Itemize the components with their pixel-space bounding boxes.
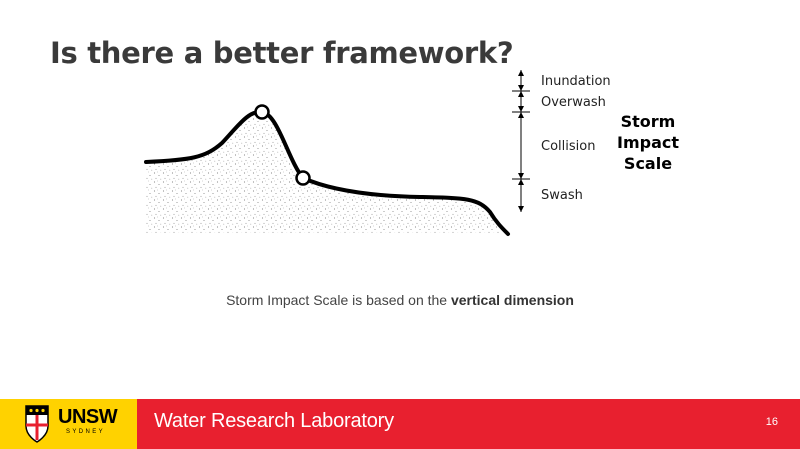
level-label-overwash: Overwash: [541, 95, 606, 110]
dune-crest-marker: [254, 104, 270, 120]
scale-title-line-3: Scale: [624, 154, 672, 173]
unsw-wordmark: UNSW: [58, 406, 118, 428]
caption-emphasis: vertical dimension: [450, 292, 574, 308]
beach-sand-fill: [146, 111, 500, 233]
scale-arrowheads: [518, 70, 524, 212]
unsw-subtext: SYDNEY: [66, 429, 106, 435]
lab-name: Water Research Laboratory: [154, 410, 394, 432]
dune-toe-marker: [295, 170, 311, 186]
level-label-inundation: Inundation: [541, 74, 611, 89]
slide-title: Is there a better framework?: [50, 36, 514, 70]
level-label-swash: Swash: [541, 188, 583, 203]
caption-text: Storm Impact Scale is based on the: [226, 292, 451, 308]
scale-title-line-1: Storm: [621, 112, 676, 131]
unsw-logo: UNSW SYDNEY: [0, 399, 137, 449]
level-label-collision: Collision: [541, 139, 595, 154]
scale-title-line-2: Impact: [617, 133, 679, 152]
page-number: 16: [765, 416, 778, 428]
unsw-crest-icon: [25, 405, 49, 443]
footer-bar: UNSW SYDNEY Water Research Laboratory 16: [0, 399, 800, 449]
slide-caption: Storm Impact Scale is based on the verti…: [0, 292, 800, 308]
